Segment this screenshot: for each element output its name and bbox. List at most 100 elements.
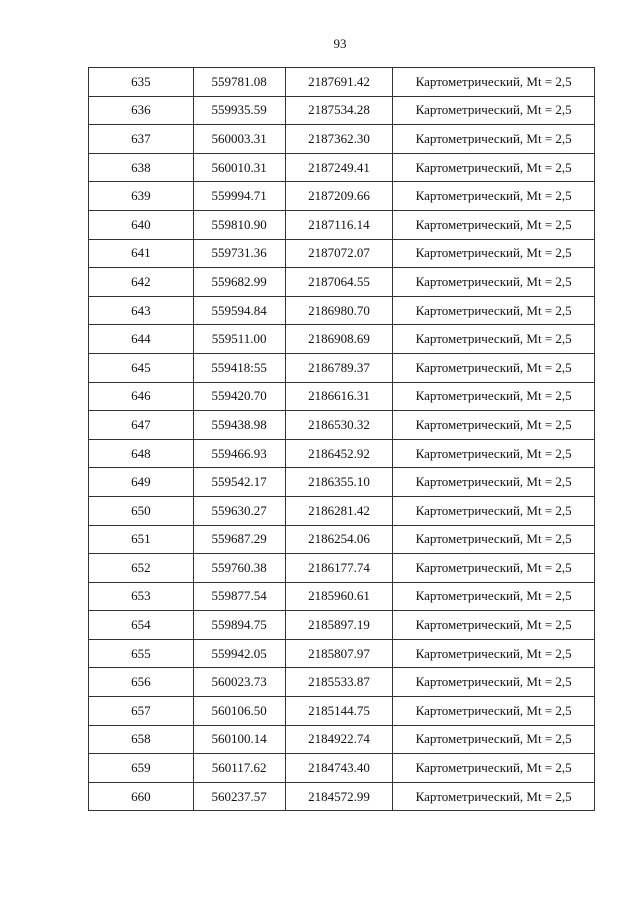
y-coordinate-cell: 2184743.40	[284, 753, 394, 783]
point-number-cell: 647	[88, 410, 194, 440]
table-row: 638 560010.31 2187249.41 Картометрический, …	[88, 152, 595, 183]
table-row: 660 560237.57 2184572.99 Картометрический, …	[88, 781, 595, 812]
x-coordinate-cell: 559542.17	[192, 467, 286, 497]
point-number-cell: 657	[88, 696, 194, 726]
coordinates-table: 635 559781.08 2187691.42 Картометрический, …	[88, 67, 595, 812]
x-coordinate-cell: 559438.98	[192, 410, 286, 440]
point-number-cell: 655	[88, 638, 194, 669]
x-coordinate-cell: 559810.90	[192, 209, 286, 240]
method-cell: Картометрический, Mt = 2,5	[392, 410, 595, 440]
y-coordinate-cell: 2187249.41	[284, 152, 394, 183]
y-coordinate-cell: 2187064.55	[284, 267, 394, 297]
table-row: 655 559942.05 2185807.97 Картометрический, …	[88, 638, 595, 669]
y-coordinate-cell: 2186452.92	[284, 438, 394, 469]
x-coordinate-cell: 559781.08	[192, 67, 286, 97]
y-coordinate-cell: 2186616.31	[284, 381, 394, 412]
x-coordinate-cell: 560100.14	[192, 724, 286, 755]
method-cell: Картометрический, Mt = 2,5	[392, 581, 595, 612]
table-row: 646 559420.70 2186616.31 Картометрический, …	[88, 381, 595, 412]
table-row: 645 559418:55 2186789.37 Картометрический, …	[88, 352, 595, 383]
point-number-cell: 636	[88, 95, 194, 126]
table-row: 644 559511.00 2186908.69 Картометрический, …	[88, 324, 595, 354]
method-cell: Картометрический, Mt = 2,5	[392, 67, 595, 97]
y-coordinate-cell: 2185960.61	[284, 581, 394, 612]
y-coordinate-cell: 2186254.06	[284, 524, 394, 555]
method-cell: Картометрический, Mt = 2,5	[392, 381, 595, 412]
method-cell: Картометрический, Mt = 2,5	[392, 610, 595, 640]
table-row: 636 559935.59 2187534.28 Картометрический, …	[88, 95, 595, 126]
y-coordinate-cell: 2187362.30	[284, 124, 394, 154]
x-coordinate-cell: 559877.54	[192, 581, 286, 612]
point-number-cell: 652	[88, 553, 194, 583]
point-number-cell: 643	[88, 295, 194, 326]
y-coordinate-cell: 2185144.75	[284, 696, 394, 726]
table-row: 640 559810.90 2187116.14 Картометрический, …	[88, 209, 595, 240]
point-number-cell: 648	[88, 438, 194, 469]
x-coordinate-cell: 559466.93	[192, 438, 286, 469]
point-number-cell: 650	[88, 495, 194, 526]
table-row: 649 559542.17 2186355.10 Картометрический, …	[88, 467, 595, 497]
table-row: 659 560117.62 2184743.40 Картометрический, …	[88, 753, 595, 783]
y-coordinate-cell: 2186281.42	[284, 495, 394, 526]
y-coordinate-cell: 2187209.66	[284, 181, 394, 211]
table-row: 653 559877.54 2185960.61 Картометрический, …	[88, 581, 595, 612]
x-coordinate-cell: 559687.29	[192, 524, 286, 555]
point-number-cell: 653	[88, 581, 194, 612]
method-cell: Картометрический, Mt = 2,5	[392, 724, 595, 755]
point-number-cell: 642	[88, 267, 194, 297]
y-coordinate-cell: 2186908.69	[284, 324, 394, 354]
method-cell: Картометрический, Mt = 2,5	[392, 352, 595, 383]
x-coordinate-cell: 560003.31	[192, 124, 286, 154]
point-number-cell: 638	[88, 152, 194, 183]
y-coordinate-cell: 2186355.10	[284, 467, 394, 497]
method-cell: Картометрический, Mt = 2,5	[392, 124, 595, 154]
page-number: 93	[333, 36, 347, 51]
table-row: 651 559687.29 2186254.06 Картометрический, …	[88, 524, 595, 555]
y-coordinate-cell: 2187534.28	[284, 95, 394, 126]
table-row: 643 559594.84 2186980.70 Картометрический, …	[88, 295, 595, 326]
y-coordinate-cell: 2187691.42	[284, 67, 394, 97]
x-coordinate-cell: 559760.38	[192, 553, 286, 583]
x-coordinate-cell: 559418:55	[192, 352, 286, 383]
method-cell: Картометрический, Mt = 2,5	[392, 553, 595, 583]
x-coordinate-cell: 560010.31	[192, 152, 286, 183]
point-number-cell: 658	[88, 724, 194, 755]
y-coordinate-cell: 2186177.74	[284, 553, 394, 583]
y-coordinate-cell: 2185807.97	[284, 638, 394, 669]
y-coordinate-cell: 2185897.19	[284, 610, 394, 640]
method-cell: Картометрический, Mt = 2,5	[392, 238, 595, 269]
y-coordinate-cell: 2186530.32	[284, 410, 394, 440]
method-cell: Картометрический, Mt = 2,5	[392, 295, 595, 326]
method-cell: Картометрический, Mt = 2,5	[392, 152, 595, 183]
table-row: 647 559438.98 2186530.32 Картометрический, …	[88, 410, 595, 440]
point-number-cell: 654	[88, 610, 194, 640]
method-cell: Картометрический, Mt = 2,5	[392, 95, 595, 126]
x-coordinate-cell: 559630.27	[192, 495, 286, 526]
table-row: 658 560100.14 2184922.74 Картометрический, …	[88, 724, 595, 755]
x-coordinate-cell: 560106.50	[192, 696, 286, 726]
table-row: 639 559994.71 2187209.66 Картометрический, …	[88, 181, 595, 211]
point-number-cell: 639	[88, 181, 194, 211]
method-cell: Картометрический, Mt = 2,5	[392, 438, 595, 469]
table-row: 654 559894.75 2185897.19 Картометрический, …	[88, 610, 595, 640]
method-cell: Картометрический, Mt = 2,5	[392, 638, 595, 669]
method-cell: Картометрический, Mt = 2,5	[392, 667, 595, 698]
x-coordinate-cell: 560237.57	[192, 781, 286, 812]
point-number-cell: 637	[88, 124, 194, 154]
point-number-cell: 644	[88, 324, 194, 354]
method-cell: Картометрический, Mt = 2,5	[392, 781, 595, 812]
method-cell: Картометрический, Mt = 2,5	[392, 324, 595, 354]
y-coordinate-cell: 2185533.87	[284, 667, 394, 698]
table-row: 641 559731.36 2187072.07 Картометрический, …	[88, 238, 595, 269]
y-coordinate-cell: 2184922.74	[284, 724, 394, 755]
point-number-cell: 659	[88, 753, 194, 783]
point-number-cell: 640	[88, 209, 194, 240]
x-coordinate-cell: 559935.59	[192, 95, 286, 126]
x-coordinate-cell: 559994.71	[192, 181, 286, 211]
x-coordinate-cell: 559942.05	[192, 638, 286, 669]
method-cell: Картометрический, Mt = 2,5	[392, 267, 595, 297]
point-number-cell: 656	[88, 667, 194, 698]
x-coordinate-cell: 559594.84	[192, 295, 286, 326]
y-coordinate-cell: 2186789.37	[284, 352, 394, 383]
point-number-cell: 645	[88, 352, 194, 383]
